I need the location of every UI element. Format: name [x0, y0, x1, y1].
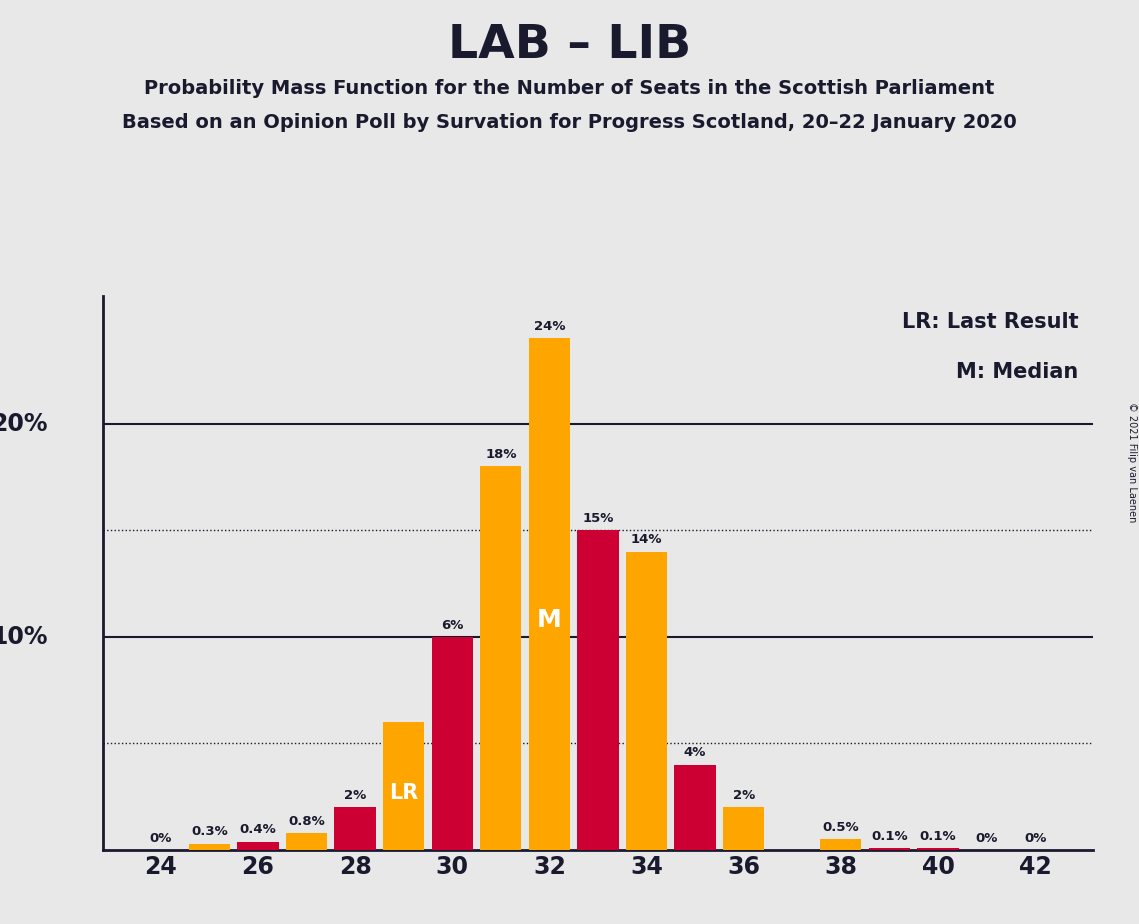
Text: 0.8%: 0.8%	[288, 815, 325, 828]
Text: Probability Mass Function for the Number of Seats in the Scottish Parliament: Probability Mass Function for the Number…	[145, 79, 994, 98]
Bar	[383, 723, 425, 850]
Bar	[820, 839, 861, 850]
Bar	[237, 842, 279, 850]
Text: 10%: 10%	[0, 625, 48, 649]
Text: 0.4%: 0.4%	[239, 823, 277, 836]
Bar	[335, 808, 376, 850]
Text: 0%: 0%	[1024, 832, 1047, 845]
Text: 15%: 15%	[582, 512, 614, 525]
Bar	[917, 848, 959, 850]
Text: M: M	[536, 608, 562, 632]
Text: 4%: 4%	[683, 747, 706, 760]
Text: © 2021 Filip van Laenen: © 2021 Filip van Laenen	[1126, 402, 1137, 522]
Text: 2%: 2%	[344, 789, 367, 802]
Text: 0.3%: 0.3%	[191, 825, 228, 838]
Text: 14%: 14%	[631, 533, 662, 546]
Text: 2%: 2%	[732, 789, 755, 802]
Bar	[189, 844, 230, 850]
Bar	[626, 552, 667, 850]
Text: 0.1%: 0.1%	[871, 830, 908, 843]
Text: 20%: 20%	[0, 411, 48, 435]
Bar	[869, 848, 910, 850]
Text: M: Median: M: Median	[957, 362, 1079, 383]
Bar	[286, 833, 327, 850]
Bar	[481, 467, 522, 850]
Bar	[723, 808, 764, 850]
Text: 18%: 18%	[485, 448, 517, 461]
Bar	[674, 765, 715, 850]
Text: LR: LR	[390, 783, 418, 803]
Text: Based on an Opinion Poll by Survation for Progress Scotland, 20–22 January 2020: Based on an Opinion Poll by Survation fo…	[122, 113, 1017, 132]
Text: 0.1%: 0.1%	[919, 830, 957, 843]
Bar	[577, 530, 618, 850]
Text: LAB – LIB: LAB – LIB	[448, 23, 691, 68]
Text: 6%: 6%	[441, 618, 464, 631]
Text: 0%: 0%	[149, 832, 172, 845]
Text: 0.5%: 0.5%	[822, 821, 859, 834]
Bar	[528, 338, 570, 850]
Bar	[432, 637, 473, 850]
Text: 0%: 0%	[975, 832, 998, 845]
Text: LR: Last Result: LR: Last Result	[902, 312, 1079, 333]
Text: 24%: 24%	[534, 320, 565, 333]
